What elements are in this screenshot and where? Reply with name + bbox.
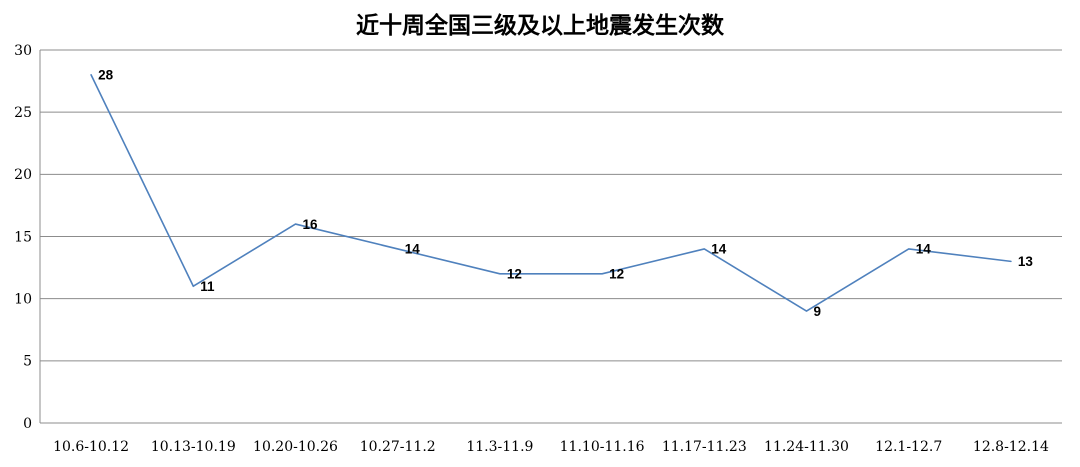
data-point-label: 12 [507,267,522,282]
y-axis-tick-label: 25 [14,105,32,121]
x-axis-tick-label: 10.13-10.19 [151,439,236,455]
data-point-label: 14 [916,242,932,257]
y-axis-tick-label: 30 [14,43,32,59]
y-axis-tick-label: 0 [23,416,32,432]
data-point-label: 14 [711,242,727,257]
data-point-label: 12 [609,267,624,282]
x-axis-tick-label: 11.3-11.9 [466,439,533,455]
chart-title: 近十周全国三级及以上地震发生次数 [356,12,724,38]
y-axis-tick-label: 10 [14,292,32,308]
x-axis-tick-label: 11.24-11.30 [764,439,849,455]
data-point-label: 14 [405,242,421,257]
data-point-label: 16 [303,217,319,232]
data-series-line [90,74,1012,312]
x-axis-tick-label: 10.20-10.26 [253,439,338,455]
x-axis-tick-label: 10.6-10.12 [53,439,129,455]
data-point-label: 9 [814,304,822,319]
y-axis-tick-label: 15 [14,229,32,245]
x-axis-tick-label: 12.8-12.14 [973,439,1049,455]
y-axis-tick-label: 20 [14,167,32,183]
data-point-label: 11 [200,279,215,294]
x-axis-tick-label: 10.27-11.2 [360,439,436,455]
x-axis-tick-label: 11.17-11.23 [662,439,747,455]
data-point-label: 28 [98,68,114,83]
x-axis-tick-label: 11.10-11.16 [560,439,645,455]
x-axis-tick-label: 12.1-12.7 [875,439,942,455]
data-point-label: 13 [1018,254,1034,269]
y-axis-tick-label: 5 [23,354,32,370]
